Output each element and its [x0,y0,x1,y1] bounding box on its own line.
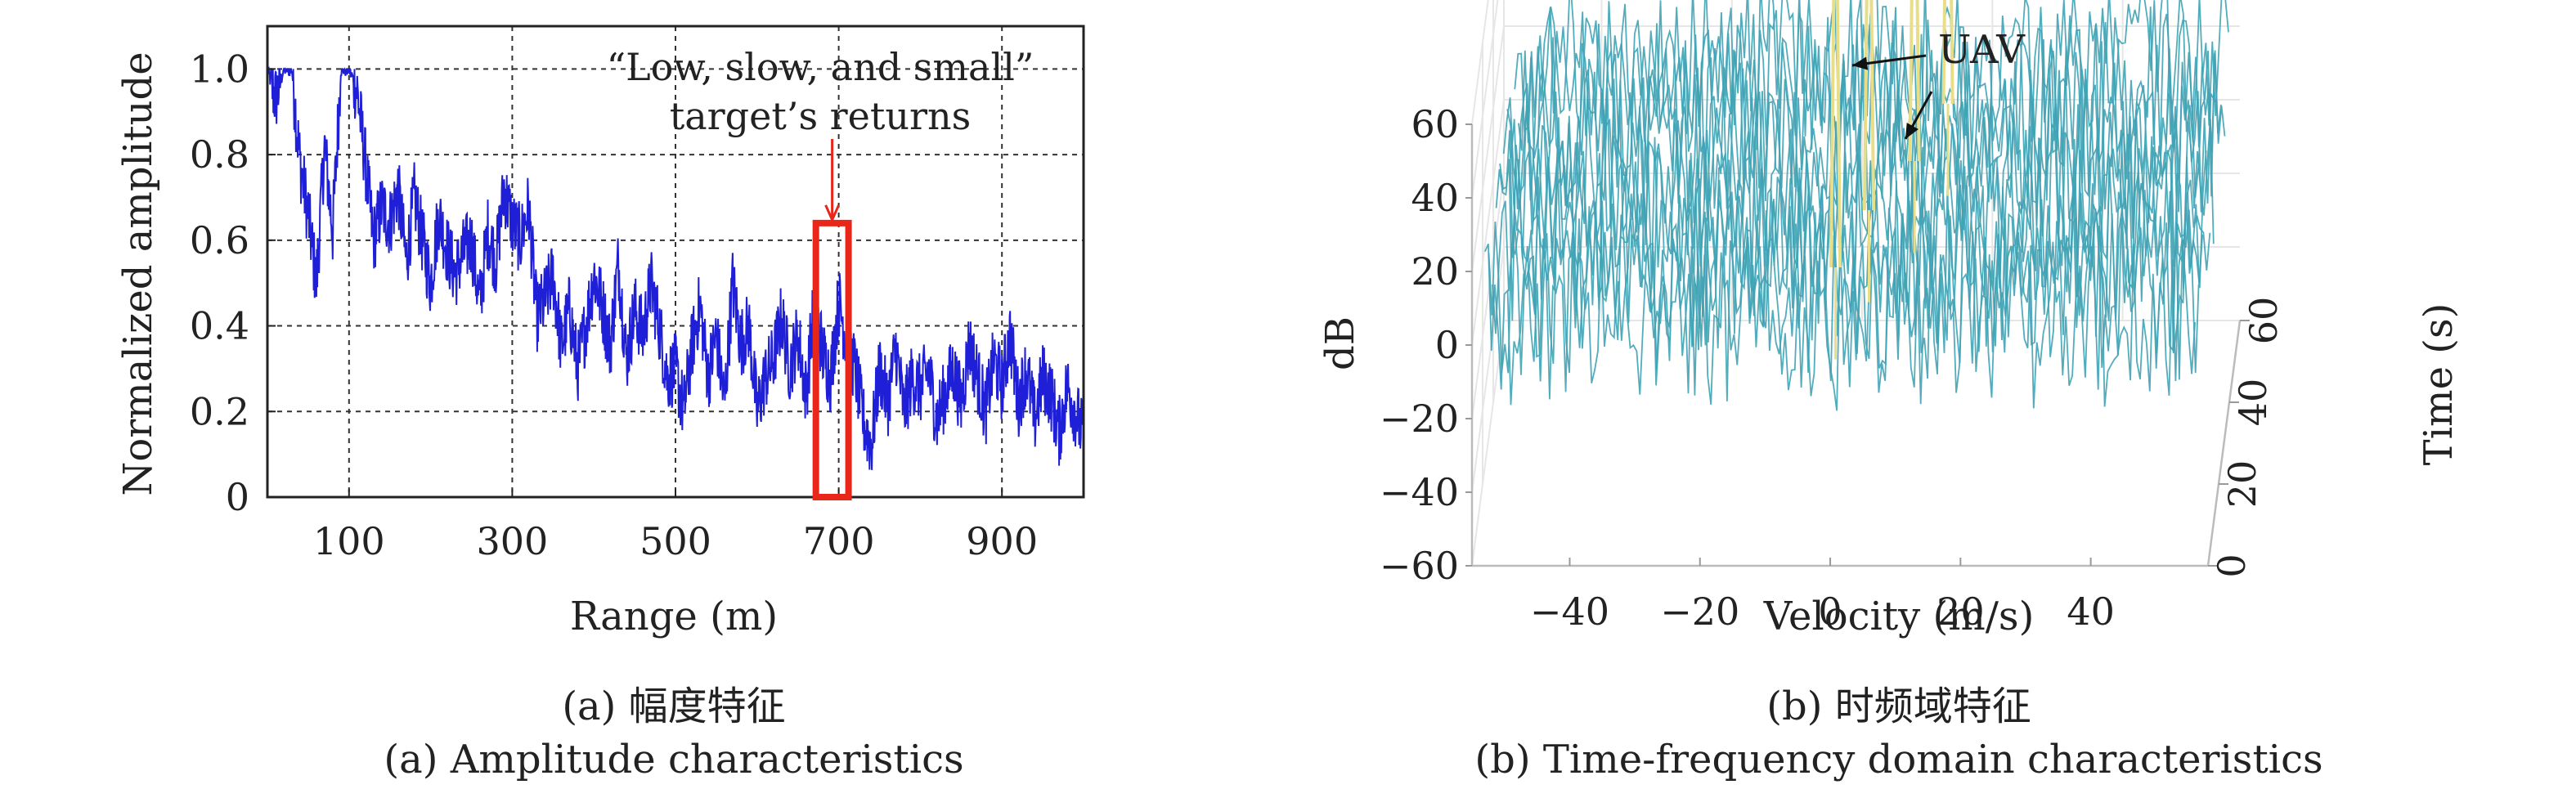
b-ytick-label: 60 [1411,102,1459,146]
b-noise-slice [1514,5,2226,182]
b-uav-peak [1862,0,1876,211]
panel-a: 0 0.2 0.4 0.6 0.8 1.0 100 300 500 700 900 “Low, s… [115,25,1085,782]
a-xtick-label: 700 [803,519,875,563]
b-caption-cn: (b) 时频域特征 [1766,684,2031,729]
b-ztick-label: 20 [2220,460,2264,509]
b-ztick-label: 0 [2210,554,2254,577]
b-xlabel: Velocity (m/s) [1763,594,2035,639]
b-wall-grid [1471,320,1505,567]
b-xtick-label: 20 [1936,590,1985,634]
a-grid [267,26,1084,497]
b-uav-peak [1829,0,1842,268]
a-caption-en: (a) Amplitude characteristics [384,737,963,782]
b-caption-en: (b) Time-frequency domain characteristic… [1474,737,2322,782]
a-xtick-label: 500 [640,519,711,563]
b-ytick-label: −20 [1380,397,1459,441]
b-noise-slice [1518,0,2229,151]
b-wall-grid [1471,99,1505,346]
b-uav-arrow-head [1905,123,1919,139]
b-ytick-label: 20 [1411,249,1459,294]
b-ytick-label: −60 [1380,544,1459,588]
b-ztick-label: 40 [2231,379,2275,427]
a-yticks: 0 0.2 0.4 0.6 0.8 1.0 [190,47,276,519]
b-ytick-label: 40 [1411,176,1459,220]
a-xtick-label: 100 [313,519,385,563]
a-xtick-label: 900 [966,519,1038,563]
a-xticks: 100 300 500 700 900 [313,489,1038,563]
b-ylabel: dB [1317,316,1363,370]
a-caption-cn: (a) 幅度特征 [562,684,785,729]
a-target-arrow-head [824,204,840,223]
a-annotation-line2: target’s returns [670,94,971,138]
a-ytick-label: 0.6 [190,218,249,262]
b-ytick-label: 0 [1435,323,1459,367]
b-slices [1484,0,2229,411]
a-annotation-line1: “Low, slow, and small” [607,45,1034,89]
b-noise-slice [1502,92,2215,268]
a-ytick-label: 0.4 [190,304,249,348]
b-wall-grid [1471,0,1489,125]
a-series [267,65,1084,470]
b-xtick-label: 40 [2067,590,2115,634]
a-ytick-label: 0 [226,475,249,519]
b-ztick-label: 60 [2242,297,2286,345]
b-zlabel: Time (s) [2416,303,2462,466]
a-xtick-label: 300 [476,519,548,563]
a-ytick-label: 1.0 [190,47,249,91]
b-ytick-label: −40 [1380,470,1459,514]
b-wall-grid [1471,0,1499,199]
b-xtick-label: −40 [1530,590,1609,634]
b-wall-grid [1471,173,1505,419]
a-ytick-label: 0.8 [190,132,249,177]
a-amplitude-line [267,65,1084,470]
a-ylabel: Normalized amplitude [115,52,161,495]
a-target-highlight-box [812,219,852,500]
b-wall-grid [1471,25,1505,272]
b-z-axis [2206,320,2242,567]
a-ytick-label: 0.2 [190,389,249,433]
b-annotation-uav: UAV [1938,27,2026,73]
b-xtick-label: 0 [1818,590,1842,634]
b-xtick-label: −20 [1660,590,1739,634]
b-axes: −40 −20 0 20 40 −60 −40 −20 0 20 40 60 0 20 40 60 [1380,54,2286,634]
a-xlabel: Range (m) [570,594,778,639]
b-uav-arrow-head [1852,56,1869,70]
panel-b: −40 −20 0 20 40 −60 −40 −20 0 20 40 60 0 20 40 60 UAV d… [1317,0,2462,782]
a-highlight [812,139,852,500]
